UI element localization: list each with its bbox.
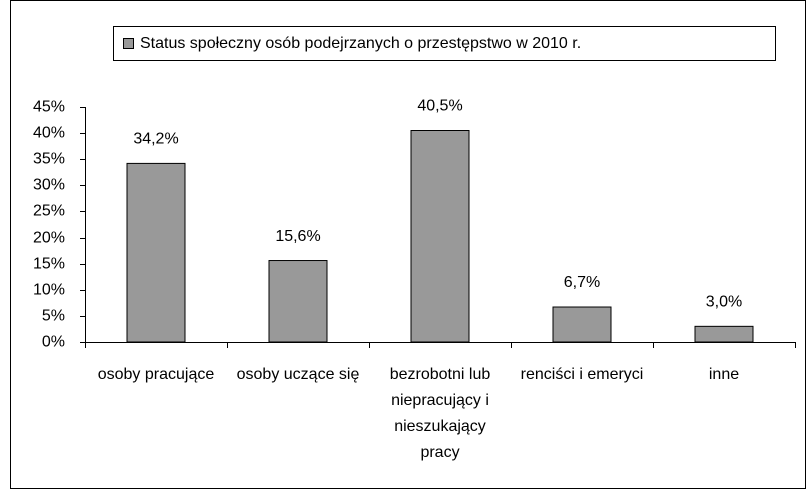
y-tick-label: 45% (33, 99, 65, 116)
y-tick-label: 40% (33, 125, 65, 142)
value-label: 40,5% (417, 98, 462, 115)
y-tick-label: 25% (33, 203, 65, 220)
value-label: 3,0% (706, 294, 742, 311)
y-tick-label: 5% (42, 308, 65, 325)
value-label: 34,2% (133, 131, 178, 148)
y-tick-label: 0% (42, 334, 65, 351)
x-tick-label: bezrobotni lub niepracujący i nieszukają… (389, 366, 491, 461)
bar (694, 325, 754, 343)
legend-box (113, 26, 776, 61)
x-tick-label: inne (708, 366, 740, 383)
y-tick-label: 15% (33, 256, 65, 273)
y-tick-label: 35% (33, 151, 65, 168)
legend-swatch (123, 38, 134, 49)
value-label: 15,6% (275, 228, 320, 245)
bar (268, 260, 328, 343)
bar (410, 130, 470, 343)
value-label: 6,7% (564, 274, 600, 291)
bar (126, 162, 186, 343)
y-tick-label: 20% (33, 230, 65, 247)
x-tick-label: renciści i emeryci (520, 366, 644, 383)
y-tick-label: 10% (33, 282, 65, 299)
bar (552, 306, 612, 343)
x-tick-label: osoby uczące się (236, 366, 360, 383)
y-tick-label: 30% (33, 177, 65, 194)
x-tick-label: osoby pracujące (97, 366, 215, 383)
legend-label: Status społeczny osób podejrzanych o prz… (140, 35, 581, 52)
